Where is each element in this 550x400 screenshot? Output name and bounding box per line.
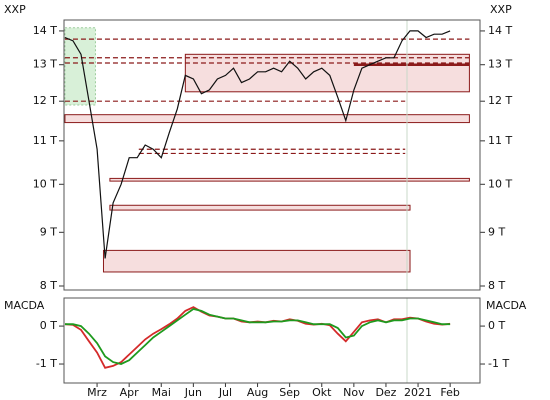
panel-label: XXP <box>4 3 26 16</box>
x-tick-label: Jun <box>184 386 202 399</box>
panel-label-right: XXP <box>490 3 512 16</box>
y-tick-label: 0 T <box>40 319 57 332</box>
y-tick-label-right: 10 T <box>488 177 512 190</box>
panel-label: MACDA <box>4 299 45 312</box>
x-tick-label: Sep <box>279 386 300 399</box>
y-tick-label-right: -1 T <box>488 357 509 370</box>
y-tick-label-right: 0 T <box>488 319 505 332</box>
x-tick-label: Okt <box>312 386 332 399</box>
x-tick-label: Nov <box>343 386 365 399</box>
price-line <box>65 308 451 365</box>
zone <box>109 177 470 182</box>
y-tick-label-right: 13 T <box>488 58 512 71</box>
x-tick-label: Feb <box>440 386 459 399</box>
x-tick-label: Jul <box>218 386 232 399</box>
x-tick-label: Apr <box>120 386 140 399</box>
price-line <box>64 30 451 259</box>
zone <box>102 249 411 273</box>
x-tick-label: Dez <box>375 386 396 399</box>
x-tick-label: 2021 <box>404 386 432 399</box>
y-tick-label-right: 14 T <box>488 24 512 37</box>
y-tick-label: 9 T <box>40 225 57 238</box>
y-tick-label: 12 T <box>33 94 57 107</box>
zone <box>109 204 411 211</box>
y-tick-label-right: 8 T <box>488 279 505 292</box>
panel-label-right: MACDA <box>486 299 527 312</box>
y-tick-label: 14 T <box>33 24 57 37</box>
zone <box>64 114 470 124</box>
y-tick-label-right: 12 T <box>488 94 512 107</box>
y-tick-label-right: 9 T <box>488 225 505 238</box>
zone <box>64 27 96 106</box>
y-tick-label: 13 T <box>33 58 57 71</box>
y-tick-label: 11 T <box>33 134 57 147</box>
panel-frame <box>63 297 481 384</box>
y-tick-label-right: 11 T <box>488 134 512 147</box>
y-tick-label: 8 T <box>40 279 57 292</box>
y-tick-label: 10 T <box>33 177 57 190</box>
x-tick-label: Aug <box>247 386 268 399</box>
x-tick-label: Mai <box>152 386 171 399</box>
panel-frame <box>63 19 481 291</box>
x-tick-label: Mrz <box>87 386 107 399</box>
y-tick-label: -1 T <box>36 357 57 370</box>
panel <box>64 298 480 383</box>
